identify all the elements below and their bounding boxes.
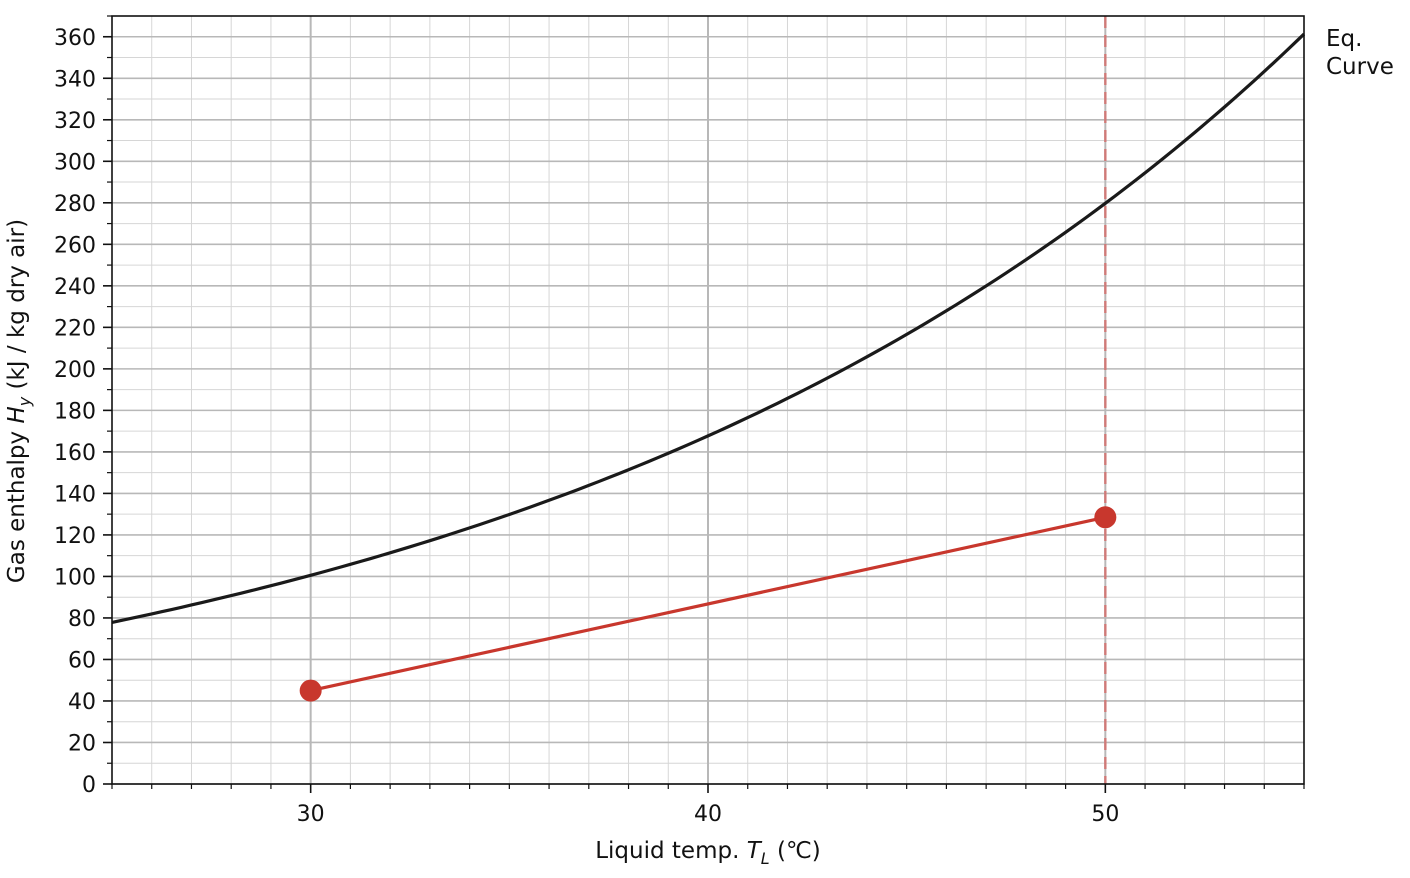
major-grid [112,16,1304,785]
x-axis-label-suffix: (℃) [770,838,821,864]
y-axis-label: Gas enthalpy Hy (kJ / kg dry air) [4,219,34,583]
y-tick-label: 160 [54,441,96,466]
y-axis-label-symbol: H [4,406,30,423]
y-tick-label: 240 [54,275,96,300]
operating-line [310,515,1106,693]
y-axis-label-prefix: Gas enthalpy [4,424,30,584]
y-tick-label: 80 [68,607,96,632]
y-tick-label: 120 [54,524,96,549]
eq-curve-annotation-line-1: Eq. [1326,26,1362,52]
x-axis-label-prefix: Liquid temp. [595,838,746,864]
y-tick-label: 20 [68,731,96,756]
y-axis-label-suffix: (kJ / kg dry air) [4,219,30,397]
y-tick-label: 360 [54,26,96,51]
x-tick-label: 40 [694,802,722,827]
eq-curve-annotation-line-2: Curve [1326,54,1394,80]
tick-labels: 30 40 50 0 20 40 60 80 100 120 140 160 180 200 220 240 2… [54,26,1119,827]
operating-line-point [299,679,322,702]
x-axis-label: Liquid temp. TL (℃) [595,838,821,868]
x-axis-label-subscript: L [761,849,770,868]
y-tick-label: 300 [54,150,96,175]
y-tick-label: 220 [54,316,96,341]
y-tick-label: 60 [68,648,96,673]
y-tick-label: 280 [54,192,96,217]
y-tick-label: 180 [54,399,96,424]
x-axis-label-symbol: T [747,838,763,864]
y-tick-label: 340 [54,67,96,92]
x-tick-label: 50 [1091,802,1119,827]
operating-line-point [1094,506,1117,529]
series-group [111,32,1306,702]
y-tick-label: 140 [54,482,96,507]
y-tick-label: 260 [54,233,96,258]
y-tick-label: 100 [54,565,96,590]
y-tick-label: 0 [82,773,96,798]
x-tick-label: 30 [297,802,325,827]
y-tick-label: 40 [68,690,96,715]
axis-ticks [103,15,1305,793]
y-tick-label: 200 [54,358,96,383]
y-axis-label-subscript: y [15,396,34,407]
equilibrium-curve [111,32,1306,624]
annotations: Eq. Curve [1326,26,1394,80]
y-tick-label: 320 [54,109,96,134]
